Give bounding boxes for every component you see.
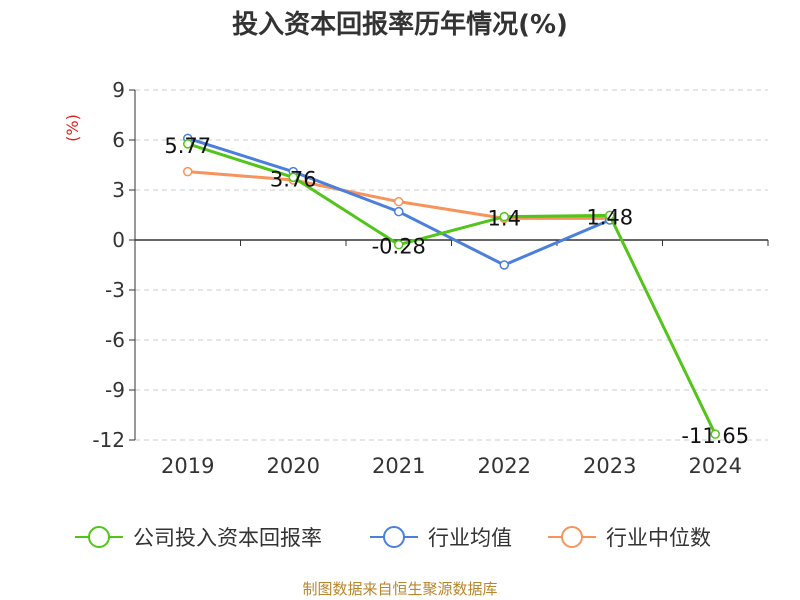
x-tick-label: 2023	[583, 454, 636, 478]
y-axis-label: (%)	[63, 114, 82, 142]
data-label: 1.4	[488, 207, 521, 231]
grid-layer	[135, 89, 768, 441]
data-point	[394, 206, 404, 217]
source-note: 制图数据来自恒生聚源数据库	[302, 580, 498, 598]
legend-label: 行业均值	[428, 526, 512, 550]
legend-label: 公司投入资本回报率	[133, 526, 322, 550]
legend: 公司投入资本回报率 行业均值 行业中位数	[75, 526, 711, 550]
y-tick-label: -3	[105, 278, 125, 302]
legend-marker	[561, 526, 583, 548]
data-point	[499, 211, 509, 222]
y-tick-label: 3	[112, 178, 125, 202]
x-tick-label: 2019	[161, 454, 214, 478]
x-tick-label: 2021	[372, 454, 425, 478]
x-tick-label: 2022	[478, 454, 531, 478]
x-tick-label: 2024	[689, 454, 742, 478]
y-tick-label: -9	[105, 378, 125, 402]
y-tick-label: 0	[112, 228, 125, 252]
y-tick-label: 9	[112, 78, 125, 102]
data-label-layer: 5.77 3.76 -0.28 1.4 1.48 -11.65	[164, 134, 749, 448]
data-point	[183, 139, 193, 149]
y-tick-label: -12	[92, 428, 125, 452]
chart-title: 投入资本回报率历年情况(%)	[232, 10, 568, 40]
data-point	[394, 239, 404, 250]
data-point	[499, 260, 509, 270]
data-point	[710, 429, 720, 439]
y-tick-label: 6	[112, 128, 125, 152]
series-layer	[183, 133, 720, 439]
data-label: -11.65	[681, 424, 749, 448]
data-point	[288, 172, 298, 183]
legend-label: 行业中位数	[606, 526, 711, 550]
x-tick-label: 2020	[267, 454, 320, 478]
axis-layer: 9 6 3 0 -3 -6 -9 -12 (%) 2019 2020 2021 2022 2023 2024	[63, 78, 769, 478]
legend-marker	[88, 526, 110, 548]
legend-marker	[383, 526, 405, 548]
data-label: 3.76	[270, 167, 317, 191]
data-point	[394, 196, 404, 207]
y-tick-label: -6	[105, 328, 125, 352]
data-label: 1.48	[586, 205, 633, 229]
data-point	[605, 210, 615, 221]
data-label: -0.28	[372, 235, 426, 259]
data-point	[183, 166, 193, 177]
series-line	[187, 142, 717, 435]
data-label: 5.77	[164, 134, 211, 158]
